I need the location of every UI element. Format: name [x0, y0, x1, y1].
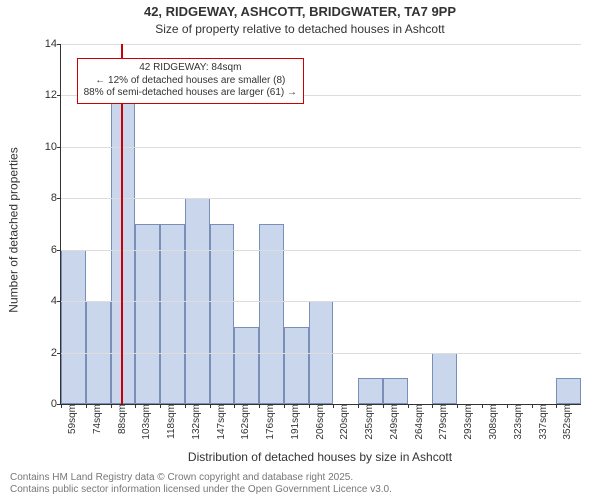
bar-slot: 264sqm: [408, 44, 433, 404]
bar: [284, 327, 309, 404]
x-tick-label: 264sqm: [410, 404, 425, 440]
y-tick-mark: [57, 250, 61, 251]
x-tick-mark: [408, 404, 409, 408]
x-tick-mark: [507, 404, 508, 408]
bar-slot: 352sqm: [556, 44, 581, 404]
annotation-box: 42 RIDGEWAY: 84sqm← 12% of detached hous…: [77, 58, 304, 104]
gridline: [61, 147, 581, 148]
y-tick-mark: [57, 198, 61, 199]
y-tick-mark: [57, 44, 61, 45]
x-tick-mark: [482, 404, 483, 408]
bar-slot: 235sqm: [358, 44, 383, 404]
x-tick-mark: [61, 404, 62, 408]
y-axis-label: Number of detached properties: [6, 40, 22, 420]
bar: [358, 378, 383, 404]
chart-title-line2: Size of property relative to detached ho…: [0, 22, 600, 36]
x-tick-mark: [210, 404, 211, 408]
bar: [259, 224, 284, 404]
gridline: [61, 250, 581, 251]
x-tick-label: 235sqm: [360, 404, 375, 440]
bar: [135, 224, 160, 404]
x-tick-label: 293sqm: [459, 404, 474, 440]
x-tick-label: 147sqm: [212, 404, 227, 440]
x-tick-label: 279sqm: [434, 404, 449, 440]
x-tick-mark: [86, 404, 87, 408]
x-tick-label: 337sqm: [534, 404, 549, 440]
gridline: [61, 44, 581, 45]
bar: [210, 224, 235, 404]
bar-slot: 337sqm: [532, 44, 557, 404]
x-tick-label: 132sqm: [187, 404, 202, 440]
footer-line2: Contains public sector information licen…: [10, 484, 392, 496]
bar-slot: 308sqm: [482, 44, 507, 404]
x-tick-label: 220sqm: [335, 404, 350, 440]
bar-slot: 249sqm: [383, 44, 408, 404]
bar: [556, 378, 581, 404]
bar: [432, 353, 457, 404]
bar: [61, 250, 86, 404]
bar-slot: 323sqm: [507, 44, 532, 404]
annotation-line: ← 12% of detached houses are smaller (8): [84, 75, 297, 88]
x-tick-label: 59sqm: [63, 404, 78, 434]
x-tick-mark: [532, 404, 533, 408]
chart-title-line1: 42, RIDGEWAY, ASHCOTT, BRIDGWATER, TA7 9…: [0, 4, 600, 19]
y-tick-label: 10: [45, 141, 57, 153]
gridline: [61, 198, 581, 199]
annotation-line: 88% of semi-detached houses are larger (…: [84, 87, 297, 100]
y-tick-label: 14: [45, 38, 57, 50]
x-tick-mark: [309, 404, 310, 408]
x-tick-label: 191sqm: [286, 404, 301, 440]
gridline: [61, 353, 581, 354]
x-tick-label: 74sqm: [88, 404, 103, 434]
plot-area: 59sqm74sqm88sqm103sqm118sqm132sqm147sqm1…: [60, 44, 581, 405]
x-tick-label: 118sqm: [162, 404, 177, 439]
x-tick-label: 176sqm: [261, 404, 276, 440]
y-tick-label: 12: [45, 89, 57, 101]
x-tick-label: 88sqm: [113, 404, 128, 434]
x-tick-label: 162sqm: [236, 404, 251, 440]
x-tick-mark: [259, 404, 260, 408]
y-tick-mark: [57, 147, 61, 148]
bar-slot: 279sqm: [432, 44, 457, 404]
x-tick-label: 352sqm: [558, 404, 573, 440]
x-tick-label: 323sqm: [509, 404, 524, 440]
bar: [383, 378, 408, 404]
y-tick-mark: [57, 353, 61, 354]
x-axis-label: Distribution of detached houses by size …: [60, 450, 580, 464]
x-tick-label: 206sqm: [311, 404, 326, 440]
bar: [160, 224, 185, 404]
bar-slot: 293sqm: [457, 44, 482, 404]
y-tick-mark: [57, 301, 61, 302]
x-tick-mark: [383, 404, 384, 408]
footer-line1: Contains HM Land Registry data © Crown c…: [10, 472, 392, 484]
x-tick-label: 103sqm: [137, 404, 152, 440]
x-tick-mark: [111, 404, 112, 408]
footer-attribution: Contains HM Land Registry data © Crown c…: [10, 472, 392, 496]
y-tick-mark: [57, 404, 61, 405]
annotation-line: 42 RIDGEWAY: 84sqm: [84, 62, 297, 75]
gridline: [61, 301, 581, 302]
bar-slot: 206sqm: [309, 44, 334, 404]
bar: [234, 327, 259, 404]
x-tick-mark: [160, 404, 161, 408]
x-tick-label: 249sqm: [385, 404, 400, 440]
x-tick-mark: [185, 404, 186, 408]
x-tick-mark: [284, 404, 285, 408]
y-tick-mark: [57, 95, 61, 96]
x-tick-label: 308sqm: [484, 404, 499, 440]
bar-slot: 220sqm: [333, 44, 358, 404]
